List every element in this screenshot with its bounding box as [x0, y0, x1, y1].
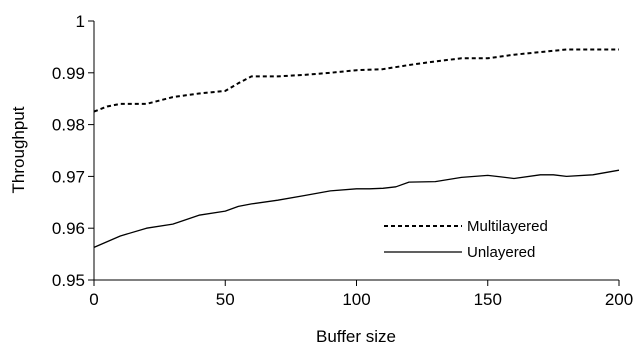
x-tick-label: 150: [474, 290, 502, 309]
x-tick-label: 100: [342, 290, 370, 309]
series-line-unlayered: [93, 169, 620, 248]
x-tick-label: 0: [89, 290, 98, 309]
x-tick-label: 200: [605, 290, 633, 309]
y-tick-label: 0.95: [52, 271, 85, 290]
y-tick-label: 0.97: [52, 167, 85, 186]
y-tick-label: 0.96: [52, 219, 85, 238]
x-axis-title: Buffer size: [316, 327, 396, 346]
series-line-multilayered: [93, 48, 619, 113]
plot-area: 0.95 0.96 0.97 0.98 0.99 1 0 50 100 150 200 Multila…: [52, 12, 633, 309]
legend-label-multilayered: Multilayered: [467, 218, 548, 235]
x-tick-label: 50: [216, 290, 235, 309]
y-tick-label: 1: [76, 12, 85, 31]
y-tick-label: 0.98: [52, 116, 85, 135]
y-axis-title: Throughput: [9, 106, 28, 193]
legend-label-unlayered: Unlayered: [467, 244, 535, 261]
y-tick-label: 0.99: [52, 64, 85, 83]
